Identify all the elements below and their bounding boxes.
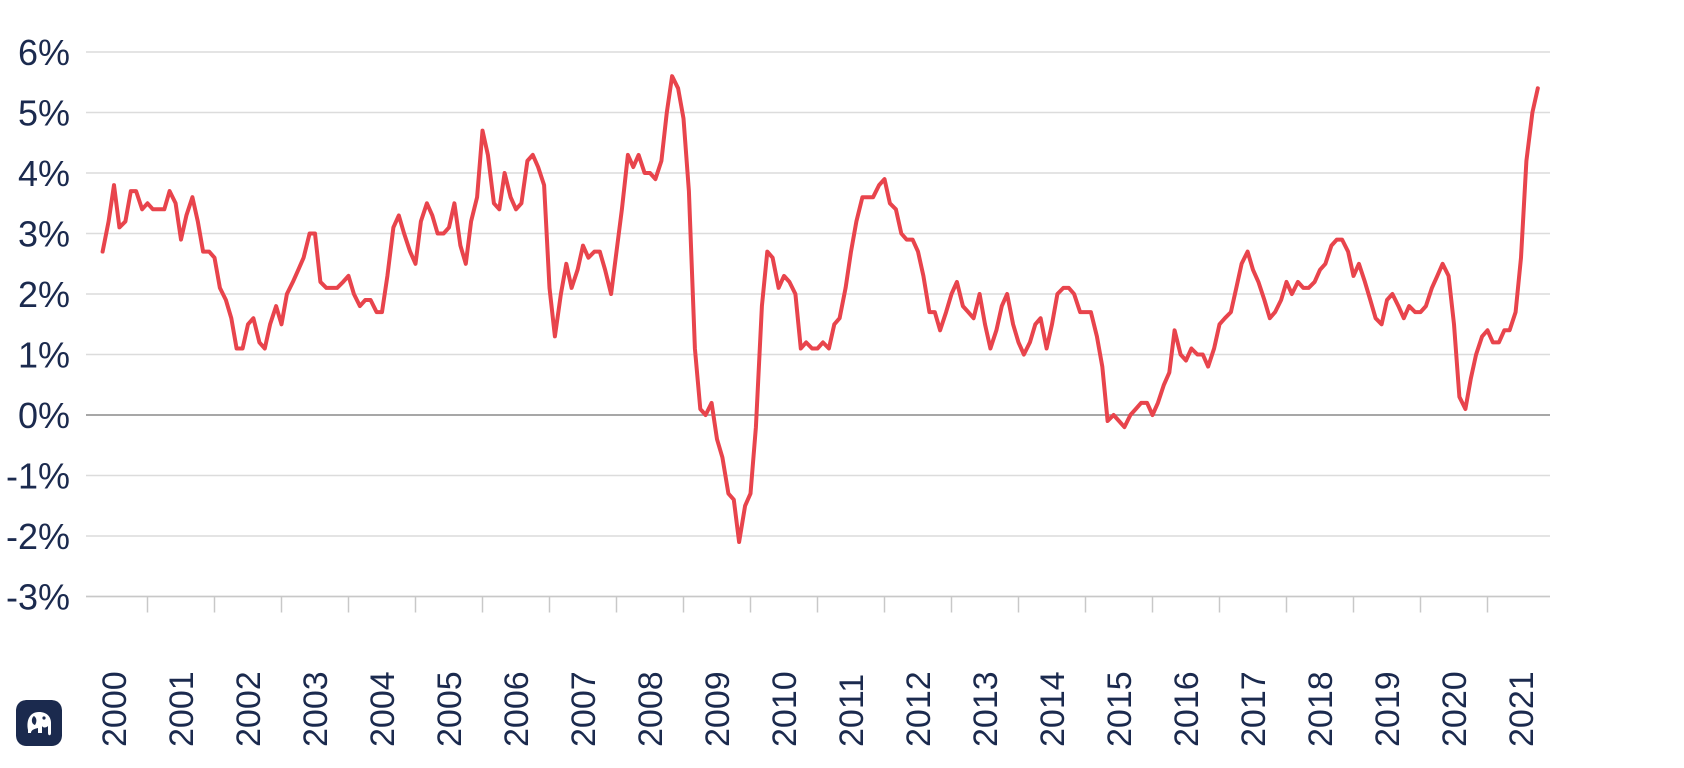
y-tick-label: 6% (18, 32, 70, 73)
x-tick-label: 2014 (1034, 671, 1072, 747)
x-tick-label: 2020 (1436, 671, 1474, 747)
x-tick-label: 2021 (1503, 671, 1541, 747)
x-tick-label: 2005 (431, 671, 469, 747)
elephant-logo-icon (16, 700, 62, 746)
y-tick-label: -1% (6, 456, 70, 497)
x-axis-tick-labels: 2000 2001 2002 2003 2004 2005 2006 2007 2008 2009… (96, 671, 1541, 747)
x-tick-label: 2017 (1235, 671, 1273, 747)
x-tick-label: 2007 (565, 671, 603, 747)
y-axis-tick-labels: 6% 5% 4% 3% 2% 1% 0% -1% -2% -3% (6, 32, 70, 618)
x-tick-label: 2006 (498, 671, 536, 747)
series-line (100, 74, 1540, 544)
x-tick-label: 2002 (230, 671, 268, 747)
x-tick-label: 2000 (96, 671, 134, 747)
x-tick-label: 2004 (364, 671, 402, 747)
y-tick-label: 3% (18, 214, 70, 255)
x-tick-label: 2011 (833, 674, 871, 747)
x-tick-label: 2010 (766, 671, 804, 747)
x-axis (86, 595, 1550, 613)
x-tick-label: 2019 (1369, 671, 1407, 747)
x-tick-label: 2015 (1101, 671, 1139, 747)
y-tick-label: 1% (18, 335, 70, 376)
x-tick-label: 2009 (699, 671, 737, 747)
y-tick-label: 0% (18, 395, 70, 436)
x-tick-label: 2003 (297, 671, 335, 747)
x-tick-label: 2012 (900, 671, 938, 747)
x-tick-label: 2008 (632, 671, 670, 747)
y-tick-label: -2% (6, 516, 70, 557)
y-tick-label: -3% (6, 577, 70, 618)
y-tick-label: 4% (18, 153, 70, 194)
y-tick-label: 5% (18, 93, 70, 134)
x-tick-label: 2016 (1168, 671, 1206, 747)
series-layer (100, 74, 1540, 544)
x-tick-label: 2013 (967, 671, 1005, 747)
x-tick-label: 2001 (163, 671, 201, 747)
x-tick-label: 2018 (1302, 671, 1340, 747)
y-tick-label: 2% (18, 274, 70, 315)
gridlines (86, 51, 1550, 598)
